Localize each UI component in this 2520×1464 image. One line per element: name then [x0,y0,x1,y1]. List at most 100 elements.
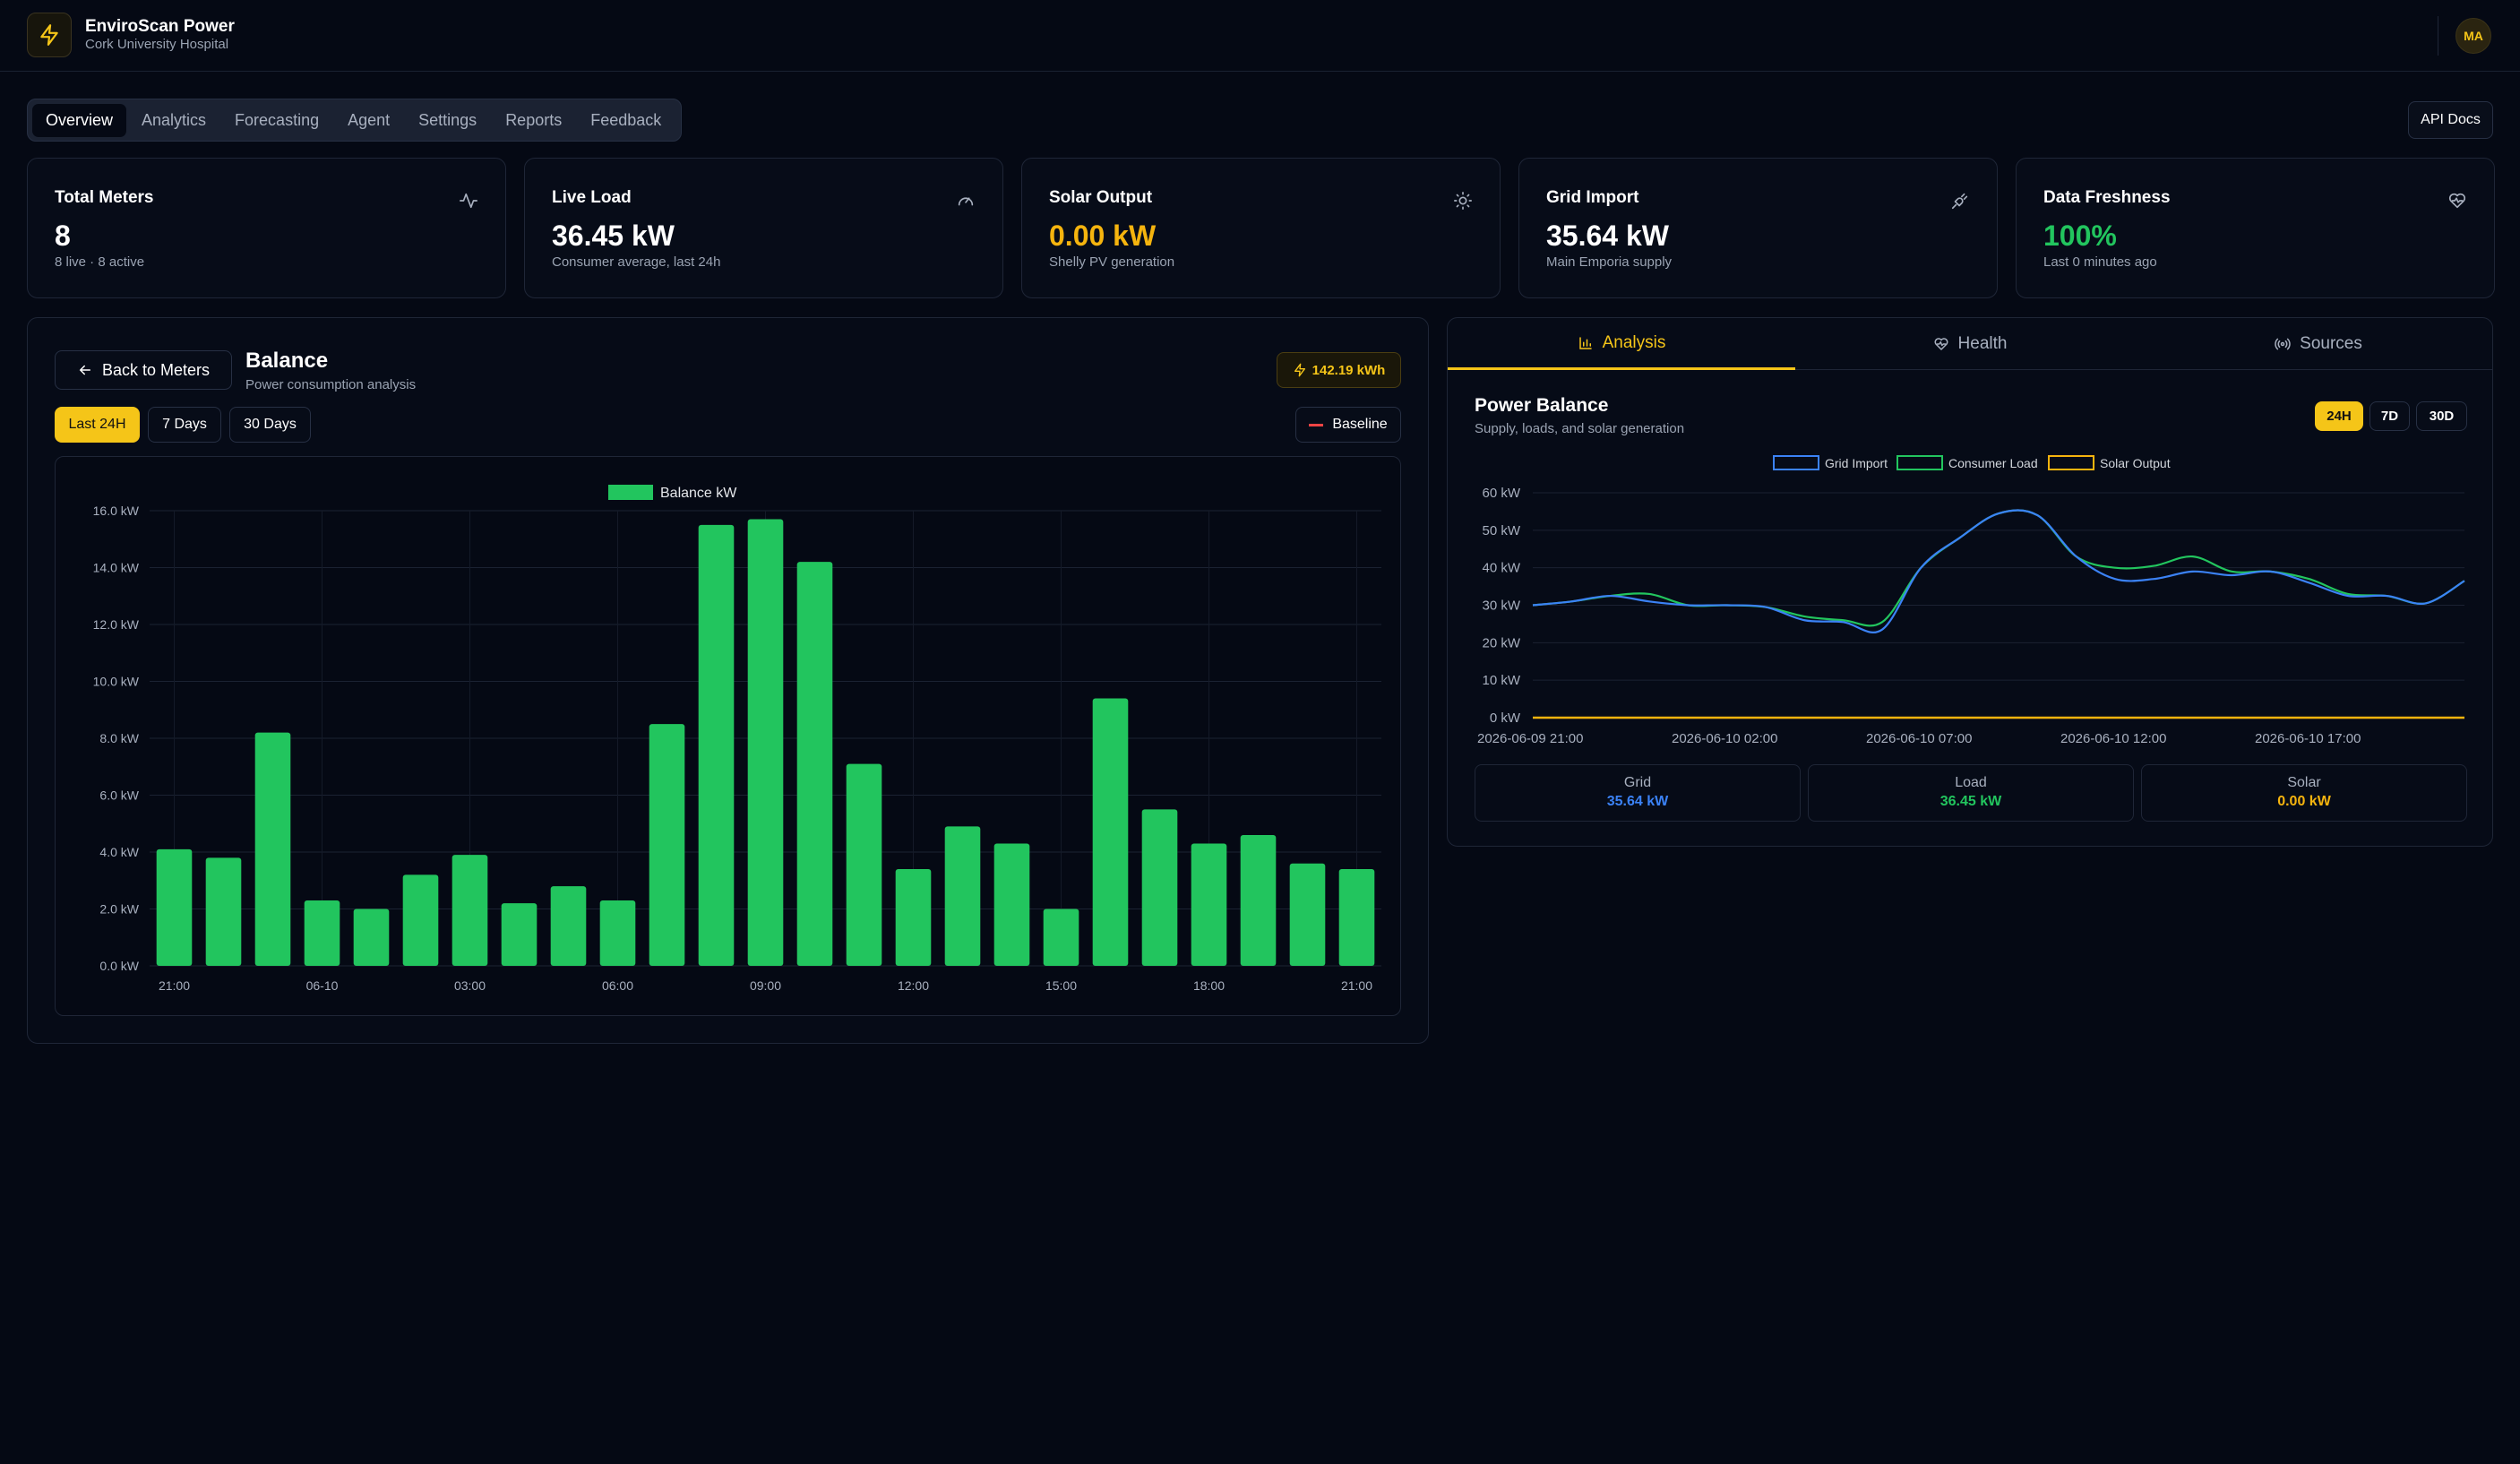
heart-pulse-icon [1934,338,1948,350]
bar [254,732,291,966]
bolt-icon [40,24,58,46]
tab-health-label: Health [1957,334,2008,353]
bar [698,524,735,966]
heart-pulse-icon [2448,193,2466,209]
total-energy-value: 142.19 kWh [1312,362,1386,378]
x-tick-label: 2026-06-09 21:00 [1477,731,1583,746]
app-subtitle: Cork University Hospital [85,37,229,52]
stat-card-data-freshness: Data Freshness 100% Last 0 minutes ago [2016,158,2495,298]
balance-panel: Back to Meters Balance Power consumption… [27,317,1429,1044]
bar [304,900,340,966]
sun-icon [1454,192,1472,210]
bar [452,855,488,966]
tab-analytics[interactable]: Analytics [142,110,207,129]
summary-value: 35.64 kW [1606,794,1669,809]
bar [1289,863,1326,966]
period-24h-button[interactable]: 24H [2315,401,2363,431]
summary-label: Solar [2287,775,2321,790]
tab-agent[interactable]: Agent [348,110,391,129]
baseline-swatch [1309,423,1324,426]
x-tick-label: 2026-06-10 17:00 [2255,731,2361,746]
stat-value: 100% [2043,220,2117,252]
x-tick-label: 21:00 [1341,978,1372,993]
app-title: EnviroScan Power [85,17,235,36]
y-tick-label: 14.0 kW [93,561,140,575]
baseline-label: Baseline [1332,417,1388,432]
summary-grid: Grid 35.64 kW [1475,764,1801,822]
y-tick-label: 10.0 kW [93,675,140,689]
stat-subtitle: Last 0 minutes ago [2043,254,2157,270]
summary-solar: Solar 0.00 kW [2141,764,2467,822]
y-tick-label: 20 kW [1482,635,1520,650]
bar [993,843,1030,966]
power-balance-panel: Analysis Health Sources Power Balance Su… [1447,317,2493,847]
bar [353,909,390,966]
y-tick-label: 40 kW [1482,561,1520,576]
y-tick-label: 30 kW [1482,599,1520,614]
legend-swatch [2048,455,2094,470]
legend-label: Consumer Load [1948,456,2038,470]
bar [501,903,538,966]
stat-title: Total Meters [55,188,154,207]
panel-subtitle: Power consumption analysis [245,377,417,392]
chart-title: Power Balance [1475,395,1609,416]
bar [895,869,932,966]
tab-health[interactable]: Health [1795,318,2145,370]
y-tick-label: 0.0 kW [99,959,139,973]
legend-swatch [1773,455,1819,470]
period-30d-button[interactable]: 30D [2416,401,2467,431]
range-7-days-button[interactable]: 7 Days [148,407,221,443]
bar [1043,909,1079,966]
summary-label: Load [1955,775,1987,790]
analysis-tabs: Analysis Health Sources [1448,318,2492,370]
total-energy-badge: 142.19 kWh [1277,352,1401,388]
power-balance-line-chart: 0 kW 10 kW 20 kW 30 kW 40 kW 50 kW 60 kW 2026-0… [1477,455,2465,746]
x-tick-label: 09:00 [750,978,781,993]
tab-sources[interactable]: Sources [2145,318,2492,370]
tab-settings[interactable]: Settings [418,110,477,129]
bar [205,857,242,966]
summary-load: Load 36.45 kW [1808,764,2134,822]
period-7d-button[interactable]: 7D [2369,401,2410,431]
bar [796,562,833,966]
legend-swatch [1896,455,1943,470]
chart-subtitle: Supply, loads, and solar generation [1475,421,1685,436]
stat-value: 0.00 kW [1049,220,1157,252]
api-docs-button[interactable]: API Docs [2408,101,2493,139]
stat-card-live-load: Live Load 36.45 kW Consumer average, las… [524,158,1003,298]
x-tick-label: 21:00 [159,978,190,993]
tab-analysis[interactable]: Analysis [1448,318,1795,370]
tab-sources-label: Sources [2300,334,2362,353]
legend-swatch [608,485,653,500]
bar [550,886,587,966]
back-to-meters-button[interactable]: Back to Meters [55,350,232,390]
y-tick-label: 0 kW [1490,710,1521,726]
tab-feedback[interactable]: Feedback [590,110,662,129]
stat-value: 36.45 kW [552,220,675,252]
tab-reports[interactable]: Reports [505,110,563,129]
legend-label: Balance kW [660,486,737,501]
back-label: Back to Meters [101,360,211,379]
tab-forecasting[interactable]: Forecasting [235,110,320,129]
stat-value: 35.64 kW [1546,220,1669,252]
range-30-days-button[interactable]: 30 Days [229,407,311,443]
bar [599,900,636,966]
tab-analysis-label: Analysis [1602,332,1666,352]
avatar[interactable]: MA [2455,18,2491,54]
stat-subtitle: Main Emporia supply [1546,254,1673,270]
baseline-toggle[interactable]: Baseline [1295,407,1401,443]
stat-subtitle: Consumer average, last 24h [552,254,721,270]
y-tick-label: 2.0 kW [99,902,139,917]
tab-overview[interactable]: Overview [32,103,127,137]
legend-label: Grid Import [1825,456,1888,470]
gauge-icon [958,197,974,206]
y-tick-label: 16.0 kW [93,504,140,518]
radio-icon [2275,338,2291,350]
stat-title: Live Load [552,188,632,207]
logo [27,13,72,57]
range-last-24h-button[interactable]: Last 24H [55,407,140,443]
y-tick-label: 8.0 kW [99,731,139,745]
x-tick-label: 03:00 [454,978,486,993]
y-tick-label: 12.0 kW [93,617,140,632]
x-tick-label: 06-10 [306,978,339,993]
